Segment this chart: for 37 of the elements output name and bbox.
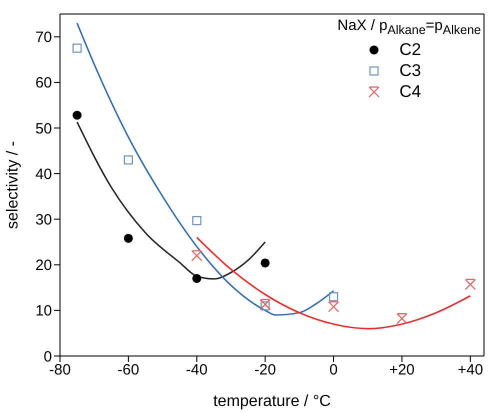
x-tick-label: -80 bbox=[49, 362, 71, 379]
x-tick-label: +40 bbox=[458, 362, 484, 379]
point bbox=[192, 274, 202, 283]
point bbox=[72, 110, 82, 120]
point bbox=[260, 298, 271, 310]
x-tick-label: 0 bbox=[329, 362, 338, 379]
legend-title: NaX / p$_{Alkane}$=p$_{Alkene}$ bbox=[337, 17, 481, 37]
point bbox=[260, 258, 270, 268]
legend-label: C2 bbox=[399, 40, 422, 60]
x-tick-label: -40 bbox=[186, 362, 208, 379]
y-tick-label: 10 bbox=[35, 302, 52, 320]
line-series bbox=[196, 236, 472, 330]
point bbox=[328, 292, 338, 302]
x-tick-label: -20 bbox=[254, 362, 276, 379]
legend-label: C4 bbox=[399, 82, 422, 102]
point bbox=[124, 155, 133, 165]
y-tick-label: 30 bbox=[35, 212, 52, 229]
y-tick-label: 60 bbox=[35, 74, 52, 92]
point bbox=[72, 44, 82, 53]
point bbox=[124, 234, 133, 243]
y-tick-label: 20 bbox=[35, 257, 52, 274]
y-tick-label: 40 bbox=[35, 166, 52, 183]
x-tick-label: -60 bbox=[118, 362, 140, 379]
x-axis-title: temperature / °C bbox=[213, 393, 331, 410]
y-tick-label: 0 bbox=[44, 348, 52, 366]
x-tick-label: +20 bbox=[389, 362, 415, 379]
point bbox=[464, 278, 476, 290]
y-axis-title: selectivity / - bbox=[4, 140, 22, 230]
y-tick-label: 70 bbox=[35, 29, 52, 46]
point bbox=[328, 301, 340, 312]
point bbox=[260, 301, 270, 310]
line-series bbox=[76, 22, 334, 316]
legend-label: C3 bbox=[399, 60, 422, 80]
point bbox=[192, 216, 202, 226]
point bbox=[396, 313, 408, 324]
point bbox=[191, 250, 202, 262]
y-tick-label: 50 bbox=[35, 120, 52, 138]
